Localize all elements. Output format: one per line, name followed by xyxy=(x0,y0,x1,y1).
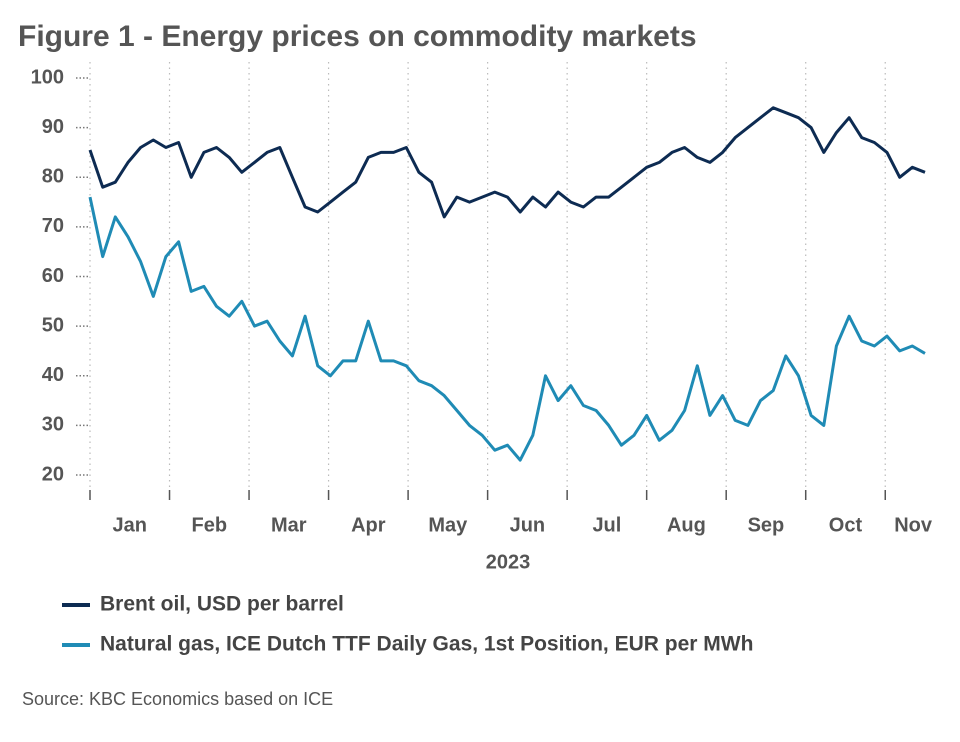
x-tick-label: Jun xyxy=(510,514,546,536)
x-tick-label: Mar xyxy=(271,514,307,536)
x-tick-label: May xyxy=(428,514,468,536)
y-tick-label: 100 xyxy=(31,66,64,88)
x-tick-label: Apr xyxy=(351,514,386,536)
y-tick-label: 20 xyxy=(42,463,64,485)
source: Source: KBC Economics based on ICE xyxy=(22,689,333,709)
legend-label: Natural gas, ICE Dutch TTF Daily Gas, 1s… xyxy=(100,633,753,656)
x-tick-label: Sep xyxy=(748,514,785,536)
y-tick-label: 50 xyxy=(42,314,64,336)
series-line xyxy=(88,196,926,462)
x-tick-label: Oct xyxy=(829,514,863,536)
y-tick-label: 30 xyxy=(42,414,64,436)
x-tick-label: Feb xyxy=(192,514,228,536)
x-tick-label: Jul xyxy=(592,514,621,536)
chart-title: Figure 1 - Energy prices on commodity ma… xyxy=(18,20,697,53)
series-line xyxy=(88,106,926,219)
y-tick-label: 40 xyxy=(42,364,64,386)
y-tick-label: 90 xyxy=(42,116,64,138)
y-tick-label: 70 xyxy=(42,215,64,237)
x-axis-label: 2023 xyxy=(486,551,531,573)
x-tick-label: Nov xyxy=(894,514,933,536)
legend-label: Brent oil, USD per barrel xyxy=(100,593,344,616)
y-tick-label: 80 xyxy=(42,166,64,188)
y-tick-label: 60 xyxy=(42,265,64,287)
x-tick-label: Jan xyxy=(113,514,147,536)
x-tick-label: Aug xyxy=(667,514,706,536)
